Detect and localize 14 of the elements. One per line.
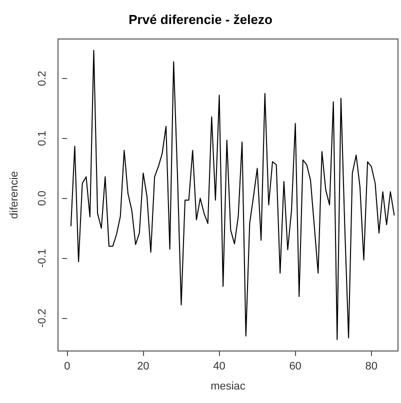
x-tick-label: 0 xyxy=(64,360,70,372)
y-axis-title: diferencie xyxy=(8,171,20,219)
y-tick-label: 0.0 xyxy=(36,190,48,206)
y-tick-label: -0.1 xyxy=(36,248,48,268)
x-tick-label: 20 xyxy=(137,360,150,372)
y-tick-label: -0.2 xyxy=(36,308,48,328)
x-tick-label: 40 xyxy=(213,360,226,372)
y-tick-label: 0.2 xyxy=(36,70,48,86)
x-axis-title: mesiac xyxy=(210,380,246,392)
x-tick-label: 80 xyxy=(365,360,378,372)
line-series xyxy=(70,50,395,340)
y-tick-label: 0.1 xyxy=(36,130,48,146)
chart-title: Prvé diferencie - železo xyxy=(128,12,272,27)
x-tick-label: 60 xyxy=(289,360,302,372)
